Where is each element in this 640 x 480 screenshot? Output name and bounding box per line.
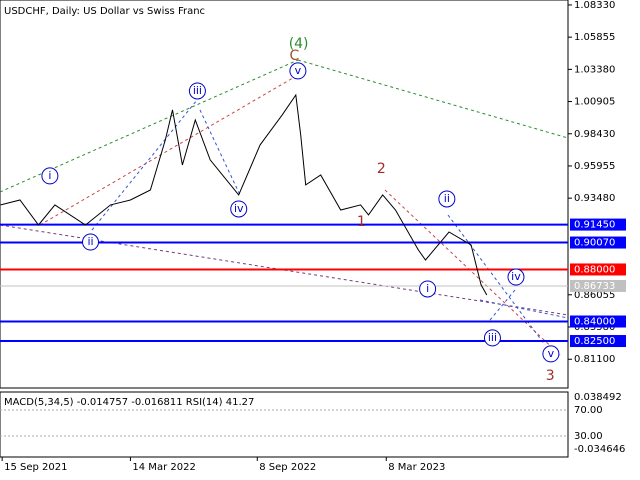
wave-circle: [289, 62, 307, 80]
level-tag: [570, 279, 626, 292]
price-line: [0, 93, 488, 296]
wave-label: ii: [444, 192, 450, 205]
wave-circle: [507, 268, 525, 286]
wave-label: (4): [289, 36, 309, 52]
level-tag: [570, 335, 626, 348]
wave-circle: [82, 233, 100, 251]
y-tick-label: 0.95955: [574, 161, 615, 172]
wave-circle: [188, 82, 206, 100]
wave-circle: [230, 200, 248, 218]
y-tick-label: 1.03380: [574, 64, 615, 75]
level-label: 0.91450: [574, 220, 615, 231]
x-tick-label: 14 Mar 2022: [132, 462, 195, 473]
indicator-label: 70.00: [574, 405, 603, 416]
wave-label: iii: [488, 331, 497, 344]
wave-label: iv: [511, 270, 521, 283]
x-tick-label: 15 Sep 2021: [4, 462, 67, 473]
wave-label: C: [289, 48, 299, 64]
level-tag: [570, 236, 626, 249]
price-panel: [0, 0, 569, 389]
chart-title: USDCHF, Daily: US Dollar vs Swiss Franc: [4, 6, 205, 17]
indicator-label: -0.034646: [574, 444, 625, 455]
level-tag: [570, 263, 626, 276]
wave-label: 3: [546, 368, 555, 384]
wave-label: v: [295, 64, 302, 77]
level-label: 0.86733: [574, 281, 615, 292]
wave-circle: [542, 345, 560, 363]
level-label: 0.84000: [574, 317, 615, 328]
wave-label: v: [548, 347, 555, 360]
y-tick-label: 1.08330: [574, 0, 615, 11]
y-tick-label: 0.93480: [574, 193, 615, 204]
indicator-title: MACD(5,34,5) -0.014757 -0.016811 RSI(14)…: [4, 397, 254, 408]
wave-circle: [419, 280, 437, 298]
x-tick-label: 8 Mar 2023: [388, 462, 445, 473]
y-tick-label: 0.98430: [574, 129, 615, 140]
level-tag: [570, 315, 626, 328]
wave-label: 1: [357, 214, 366, 230]
level-label: 0.82500: [574, 336, 615, 347]
y-tick-label: 1.00905: [574, 97, 615, 108]
indicator-panel: [0, 391, 569, 458]
wave-circle: [438, 190, 456, 208]
indicator-label: 30.00: [574, 431, 603, 442]
y-tick-label: 0.81100: [574, 354, 615, 365]
wave-label: iii: [193, 84, 202, 97]
x-tick-label: 8 Sep 2022: [259, 462, 316, 473]
wave-circle: [483, 329, 501, 347]
level-tag: [570, 218, 626, 231]
wave-label: ii: [87, 235, 93, 248]
y-tick-label: 1.05855: [574, 32, 615, 43]
wave-label: 2: [377, 161, 386, 177]
wave-label: i: [426, 282, 429, 295]
level-label: 0.90070: [574, 238, 615, 249]
wave-circle: [41, 167, 59, 185]
wave-label: iv: [234, 202, 244, 215]
indicator-label: 0.038492: [574, 392, 622, 403]
level-label: 0.88000: [574, 264, 615, 275]
y-tick-label: 0.86055: [574, 290, 615, 301]
wave-label: i: [48, 169, 51, 182]
